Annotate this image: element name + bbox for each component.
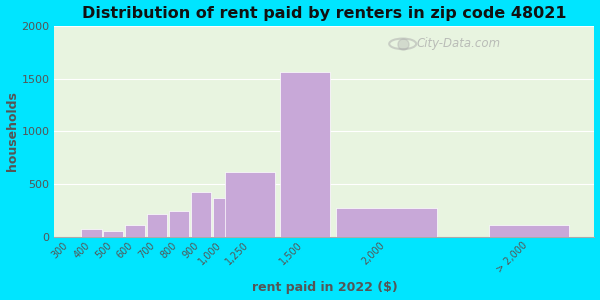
Bar (225, 172, 275, 237)
Bar (169, 211, 189, 237)
Title: Distribution of rent paid by renters in zip code 48021: Distribution of rent paid by renters in … (82, 6, 566, 21)
Text: City-Data.com: City-Data.com (416, 37, 500, 50)
Bar (125, 226, 145, 237)
Bar (103, 231, 124, 237)
Bar (488, 226, 569, 237)
Bar (280, 72, 330, 237)
Bar (82, 229, 101, 237)
Bar (147, 214, 167, 237)
Bar (191, 192, 211, 237)
Y-axis label: households: households (5, 92, 19, 171)
Bar (212, 198, 233, 237)
X-axis label: rent paid in 2022 ($): rent paid in 2022 ($) (251, 281, 397, 294)
Bar (337, 208, 437, 237)
